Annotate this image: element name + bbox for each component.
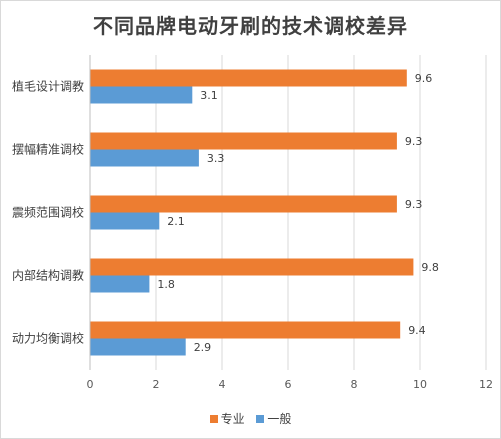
legend-swatch-general bbox=[256, 414, 265, 423]
x-tick-label: 8 bbox=[351, 378, 358, 391]
data-label: 2.9 bbox=[194, 341, 212, 354]
data-label: 9.3 bbox=[405, 198, 423, 211]
bar-professional bbox=[90, 258, 414, 276]
category-label: 震频范围调校 bbox=[12, 205, 84, 220]
x-tick-label: 2 bbox=[153, 378, 160, 391]
legend-item-general: 一般 bbox=[256, 410, 291, 427]
data-label: 3.1 bbox=[200, 89, 218, 102]
bar-general bbox=[90, 212, 160, 230]
x-tick-label: 10 bbox=[413, 378, 427, 391]
legend-label-professional: 专业 bbox=[220, 412, 245, 426]
bar-general bbox=[90, 338, 186, 356]
bar-professional bbox=[90, 195, 397, 213]
legend-label-general: 一般 bbox=[267, 412, 292, 426]
category-label: 动力均衡调校 bbox=[12, 331, 84, 346]
bar-professional bbox=[90, 132, 397, 150]
data-label: 9.3 bbox=[405, 135, 423, 148]
data-label: 2.1 bbox=[167, 215, 185, 228]
category-label: 内部结构调教 bbox=[12, 268, 84, 283]
legend-item-professional: 专业 bbox=[209, 410, 245, 427]
data-label: 9.6 bbox=[415, 72, 433, 85]
chart-title: 不同品牌电动牙刷的技术调校差异 bbox=[93, 14, 408, 38]
x-tick-label: 6 bbox=[285, 378, 292, 391]
data-label: 1.8 bbox=[157, 278, 175, 291]
category-label: 摆幅精准调校 bbox=[12, 142, 84, 157]
bar-professional bbox=[90, 69, 407, 87]
bar-professional bbox=[90, 321, 401, 339]
x-tick-label: 12 bbox=[479, 378, 493, 391]
bar-general bbox=[90, 275, 150, 293]
legend: 专业 一般 bbox=[0, 410, 501, 427]
data-label: 9.4 bbox=[408, 324, 426, 337]
bar-general bbox=[90, 149, 199, 167]
data-label: 9.8 bbox=[421, 261, 439, 274]
x-tick-label: 4 bbox=[219, 378, 226, 391]
category-label: 植毛设计调教 bbox=[12, 79, 84, 94]
legend-swatch-professional bbox=[209, 414, 218, 423]
data-label: 3.3 bbox=[207, 152, 225, 165]
bar-general bbox=[90, 86, 193, 104]
x-tick-label: 0 bbox=[87, 378, 94, 391]
